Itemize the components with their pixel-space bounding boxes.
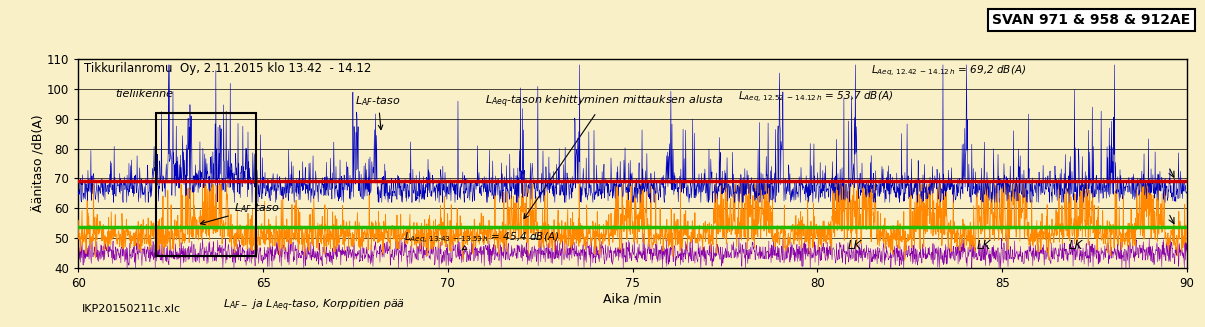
Text: IKP20150211c.xlc: IKP20150211c.xlc — [82, 304, 181, 314]
Text: $L_{Aeq,\,12.52\,-\,14.12\,h}$ = 53,7 dB(A): $L_{Aeq,\,12.52\,-\,14.12\,h}$ = 53,7 dB… — [737, 89, 893, 104]
Text: $L_{AF}$-taso: $L_{AF}$-taso — [355, 94, 401, 129]
Y-axis label: Äänitaso /dB(A): Äänitaso /dB(A) — [33, 115, 46, 212]
Text: $L_{Aeq,\,13.43\,-\,13.53\,h}$ = 45,4 dB(A): $L_{Aeq,\,13.43\,-\,13.53\,h}$ = 45,4 dB… — [404, 230, 559, 250]
Text: $L_{Aeq,\,12.42\,-\,14.12\,h}$ = 69,2 dB(A): $L_{Aeq,\,12.42\,-\,14.12\,h}$ = 69,2 dB… — [871, 64, 1027, 78]
Text: $L_{AF}$-taso: $L_{AF}$-taso — [200, 201, 280, 225]
Text: LK: LK — [976, 239, 991, 252]
Bar — [155, 113, 255, 256]
Text: tieliikenne: tieliikenne — [116, 89, 174, 99]
Text: LK: LK — [847, 239, 862, 252]
Text: LK: LK — [1069, 239, 1083, 252]
X-axis label: Aika /min: Aika /min — [604, 293, 662, 306]
Text: $L_{Aeq}$-tason kehittyminen mittauksen alusta: $L_{Aeq}$-tason kehittyminen mittauksen … — [484, 93, 723, 218]
Text: SVAN 971 & 958 & 912AE: SVAN 971 & 958 & 912AE — [992, 13, 1191, 27]
Text: Tikkurilanromu  Oy, 2.11.2015 klo 13.42  - 14.12: Tikkurilanromu Oy, 2.11.2015 klo 13.42 -… — [84, 62, 371, 75]
Text: $L_{AF-}$ ja $L_{Aeq}$-taso, Korppitien pää: $L_{AF-}$ ja $L_{Aeq}$-taso, Korppitien … — [223, 298, 405, 314]
